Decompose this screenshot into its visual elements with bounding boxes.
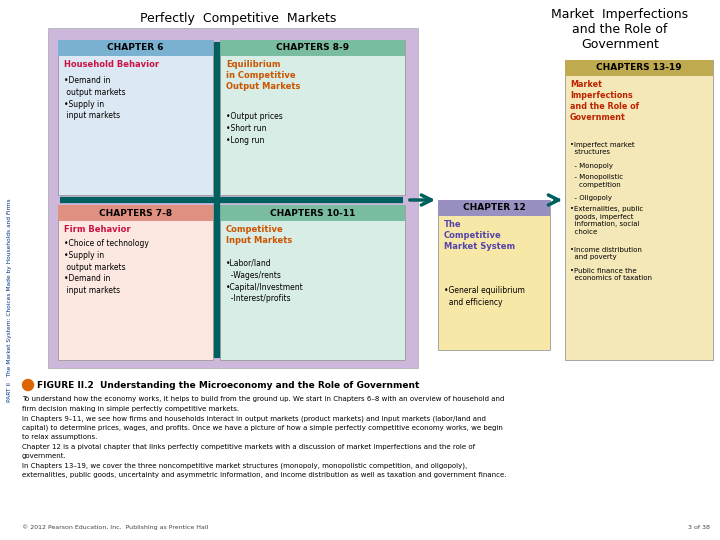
- Text: •Labor/land
  -Wages/rents
•Capital/Investment
  -Interest/profits: •Labor/land -Wages/rents •Capital/Invest…: [226, 259, 304, 303]
- Text: - Oligopoly: - Oligopoly: [570, 195, 612, 201]
- Text: CHAPTERS 7-8: CHAPTERS 7-8: [99, 208, 172, 218]
- Text: •Imperfect market
  structures: •Imperfect market structures: [570, 142, 634, 156]
- Text: To understand how the economy works, it helps to build from the ground up. We st: To understand how the economy works, it …: [22, 396, 505, 402]
- Text: - Monopolistic
    competition: - Monopolistic competition: [570, 174, 623, 187]
- Text: Chapter 12 is a pivotal chapter that links perfectly competitive markets with a : Chapter 12 is a pivotal chapter that lin…: [22, 443, 475, 449]
- Text: In Chapters 13–19, we cover the three noncompetitive market structures (monopoly: In Chapters 13–19, we cover the three no…: [22, 462, 467, 469]
- Bar: [58, 205, 213, 360]
- Bar: [58, 40, 213, 195]
- Text: Equilibrium
in Competitive
Output Markets: Equilibrium in Competitive Output Market…: [226, 60, 300, 91]
- Bar: [220, 40, 405, 56]
- Text: CHAPTERS 13-19: CHAPTERS 13-19: [596, 64, 682, 72]
- Text: In Chapters 9–11, we see how firms and households interact in output markets (pr: In Chapters 9–11, we see how firms and h…: [22, 415, 486, 422]
- Bar: [58, 205, 213, 221]
- Text: externalities, public goods, uncertainty and asymmetric information, and income : externalities, public goods, uncertainty…: [22, 472, 506, 478]
- Text: •Output prices
•Short run
•Long run: •Output prices •Short run •Long run: [226, 112, 283, 145]
- Bar: [565, 60, 713, 360]
- Text: Household Behavior: Household Behavior: [64, 60, 159, 69]
- Bar: [220, 205, 405, 221]
- Text: FIGURE II.2  Understanding the Microeconomy and the Role of Government: FIGURE II.2 Understanding the Microecono…: [37, 381, 419, 389]
- Bar: [438, 200, 550, 350]
- Bar: [48, 28, 418, 368]
- Text: to relax assumptions.: to relax assumptions.: [22, 434, 97, 440]
- Text: © 2012 Pearson Education, Inc.  Publishing as Prentice Hall: © 2012 Pearson Education, Inc. Publishin…: [22, 524, 208, 530]
- Bar: [58, 40, 213, 56]
- Text: - Monopoly: - Monopoly: [570, 163, 613, 169]
- Text: •Income distribution
  and poverty: •Income distribution and poverty: [570, 247, 642, 260]
- Text: CHAPTER 12: CHAPTER 12: [463, 204, 526, 213]
- Text: •Choice of technology
•Supply in
 output markets
•Demand in
 input markets: •Choice of technology •Supply in output …: [64, 239, 149, 295]
- Bar: [220, 40, 405, 195]
- Text: CHAPTERS 10-11: CHAPTERS 10-11: [270, 208, 355, 218]
- Text: •Demand in
 output markets
•Supply in
 input markets: •Demand in output markets •Supply in inp…: [64, 76, 125, 120]
- Bar: [220, 205, 405, 360]
- Text: Firm Behavior: Firm Behavior: [64, 225, 130, 234]
- Text: government.: government.: [22, 453, 67, 459]
- Bar: [565, 60, 713, 76]
- Text: 3 of 38: 3 of 38: [688, 525, 710, 530]
- Text: Competitive
Input Markets: Competitive Input Markets: [226, 225, 292, 245]
- Text: •Public finance the
  economics of taxation: •Public finance the economics of taxatio…: [570, 268, 652, 281]
- Text: Market  Imperfections
and the Role of
Government: Market Imperfections and the Role of Gov…: [552, 8, 688, 51]
- Text: Perfectly  Competitive  Markets: Perfectly Competitive Markets: [140, 12, 336, 25]
- Text: firm decision making in simple perfectly competitive markets.: firm decision making in simple perfectly…: [22, 406, 239, 411]
- Text: The
Competitive
Market System: The Competitive Market System: [444, 220, 515, 251]
- Text: capital) to determine prices, wages, and profits. Once we have a picture of how : capital) to determine prices, wages, and…: [22, 424, 503, 431]
- Text: CHAPTER 6: CHAPTER 6: [107, 44, 163, 52]
- Text: •Externalities, public
  goods, imperfect
  information, social
  choice: •Externalities, public goods, imperfect …: [570, 206, 643, 234]
- Circle shape: [22, 380, 34, 390]
- Text: PART II   The Market System: Choices Made by Households and Firms: PART II The Market System: Choices Made …: [7, 198, 12, 402]
- Text: •General equilibrium
  and efficiency: •General equilibrium and efficiency: [444, 286, 525, 307]
- Text: CHAPTERS 8-9: CHAPTERS 8-9: [276, 44, 349, 52]
- Bar: [438, 200, 550, 216]
- Text: Market
Imperfections
and the Role of
Government: Market Imperfections and the Role of Gov…: [570, 80, 639, 122]
